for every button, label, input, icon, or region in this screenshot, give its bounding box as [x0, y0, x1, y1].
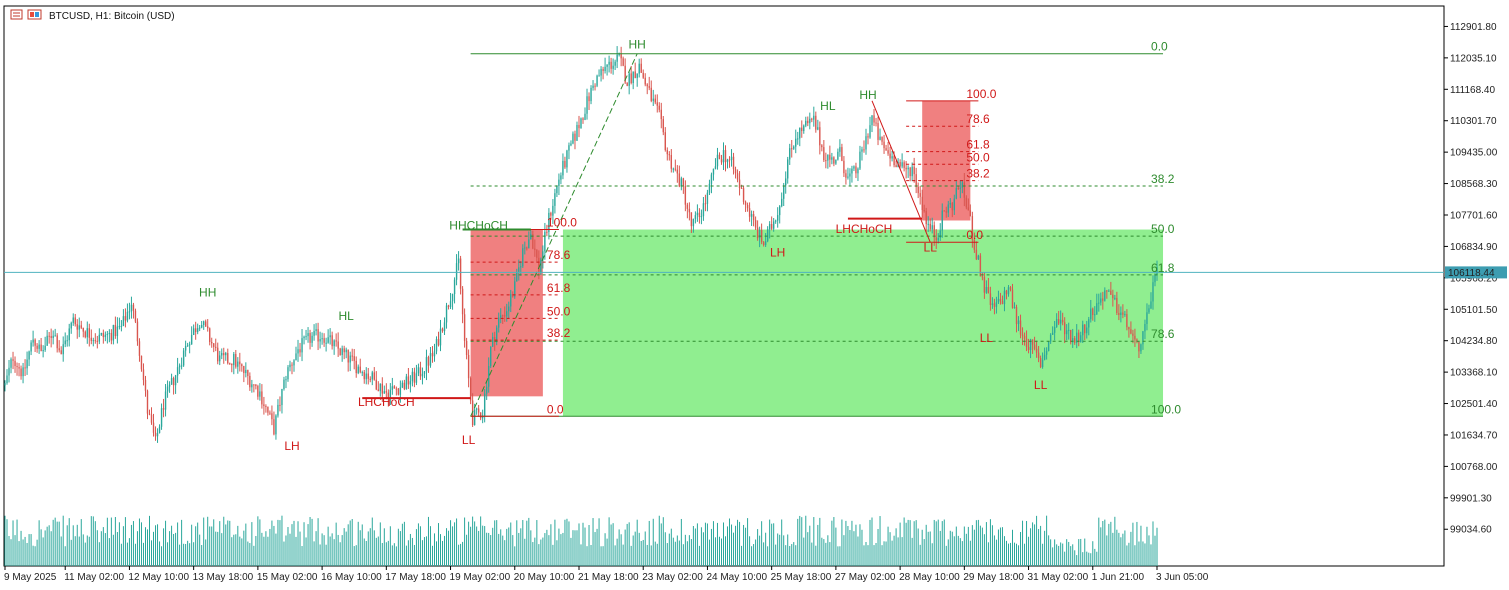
current-price-label: 106118.44	[1448, 268, 1495, 279]
fib-bull-zone	[562, 229, 1164, 417]
fib-bear-2-level-label: 0.0	[966, 228, 983, 242]
fib-zones	[470, 100, 1164, 417]
time-tick-label: 24 May 10:00	[706, 572, 767, 583]
price-tick-label: 103368.10	[1450, 368, 1498, 379]
fib-bear-1-level-label: 50.0	[547, 304, 571, 318]
structure-label: HL	[339, 309, 355, 323]
price-tick-label: 112901.80	[1450, 22, 1497, 33]
structure-label: LL	[462, 433, 476, 447]
price-tick-label: 105968.20	[1450, 273, 1498, 284]
fib-bear-1-level-label: 38.2	[547, 326, 571, 340]
volume-histogram	[4, 515, 1158, 566]
structure-label: LH	[770, 246, 785, 260]
fib-bull-level-label: 38.2	[1151, 172, 1175, 186]
time-tick-label: 3 Jun 05:00	[1156, 572, 1209, 583]
symbol-icon[interactable]	[27, 9, 42, 20]
structure-label: LHCHoCH	[836, 222, 893, 236]
fib-bear-1-level-label: 100.0	[547, 216, 577, 230]
time-tick-label: 15 May 02:00	[257, 572, 318, 583]
chart-frame	[3, 5, 1445, 567]
structure-label: LH	[284, 439, 299, 453]
structure-label: HL	[820, 99, 836, 113]
structure-lines	[4, 53, 1444, 417]
fib-bear-2-level-label: 78.6	[966, 112, 990, 126]
structure-label: HH	[629, 37, 646, 51]
fib-bull-level-label: 50.0	[1151, 222, 1175, 236]
time-tick-label: 23 May 02:00	[642, 572, 703, 583]
time-tick-label: 17 May 18:00	[385, 572, 446, 583]
time-tick-label: 27 May 02:00	[835, 572, 896, 583]
time-tick-label: 1 Jun 21:00	[1092, 572, 1145, 583]
structure-label: LL	[924, 240, 938, 254]
time-tick-label: 31 May 02:00	[1028, 572, 1089, 583]
fib-bear-2-level-label: 38.2	[966, 167, 990, 181]
symbol-title: BTCUSD, H1: Bitcoin (USD)	[49, 11, 175, 22]
price-tick-label: 111168.40	[1450, 85, 1495, 96]
fib-bear-2-level-label: 50.0	[966, 150, 990, 164]
structure-label: HHCHoCH	[449, 219, 508, 233]
time-axis[interactable]: 9 May 2025 11 May 02:00 12 May 10:00 13 May…	[4, 566, 1209, 583]
time-tick-label: 29 May 18:00	[963, 572, 1024, 583]
time-tick-label: 21 May 18:00	[578, 572, 639, 583]
fib-bear-1-level-label: 78.6	[547, 248, 571, 262]
price-tick-label: 100768.00	[1450, 462, 1498, 473]
time-tick-label: 12 May 10:00	[128, 572, 189, 583]
time-tick-label: 28 May 10:00	[899, 572, 960, 583]
price-tick-label: 99901.30	[1450, 493, 1492, 504]
candlestick-series[interactable]	[4, 46, 1158, 443]
time-tick-label: 20 May 10:00	[514, 572, 575, 583]
price-tick-label: 107701.60	[1450, 210, 1498, 221]
fib-bull-level-label: 78.6	[1151, 327, 1175, 341]
price-tick-label: 109435.00	[1450, 148, 1498, 159]
price-tick-label: 112035.10	[1450, 53, 1497, 64]
time-tick-label: 11 May 02:00	[64, 572, 124, 583]
structure-label: HH	[859, 88, 876, 102]
time-tick-label: 19 May 02:00	[450, 572, 511, 583]
time-tick-label: 25 May 18:00	[771, 572, 832, 583]
price-axis[interactable]: 112901.80 112035.10 111168.40 110301.70 1094…	[1444, 22, 1507, 536]
fib-bull-level-label: 0.0	[1151, 40, 1168, 54]
price-tick-label: 110301.70	[1450, 116, 1497, 127]
structure-label: LL	[1034, 378, 1048, 392]
fib-bear-2-level-label: 100.0	[966, 87, 996, 101]
fib-bull-level-label: 61.8	[1151, 261, 1175, 275]
fib-bull-level-label: 100.0	[1151, 402, 1181, 416]
structure-label: LL	[980, 331, 994, 345]
swing-line-up	[470, 53, 638, 417]
price-tick-label: 102501.40	[1450, 399, 1498, 410]
swing-line-down	[871, 100, 931, 243]
price-tick-label: 105101.50	[1450, 305, 1498, 316]
price-tick-label: 108568.30	[1450, 179, 1498, 190]
time-tick-label: 9 May 2025	[4, 572, 57, 583]
price-tick-label: 106834.90	[1450, 242, 1498, 253]
fib-bear-1-level-label: 0.0	[547, 402, 564, 416]
time-tick-label: 13 May 18:00	[193, 572, 254, 583]
structure-labels: 0.038.250.061.878.6100.0100.078.661.850.…	[199, 37, 1181, 453]
window-icon[interactable]	[10, 9, 23, 20]
time-tick-label: 16 May 10:00	[321, 572, 382, 583]
price-tick-label: 104234.80	[1450, 336, 1498, 347]
plot-border	[3, 5, 1445, 567]
price-tick-label: 101634.70	[1450, 430, 1498, 441]
fib-bear-1-level-label: 61.8	[547, 281, 571, 295]
chart-header: BTCUSD, H1: Bitcoin (USD)	[10, 9, 175, 22]
structure-label: HH	[199, 286, 216, 300]
fib-bear-2-level-label: 61.8	[966, 138, 990, 152]
fib-bear-zone-2	[922, 100, 971, 221]
current-price-tag[interactable]	[1445, 266, 1507, 279]
price-tick-label: 99034.60	[1450, 525, 1492, 536]
structure-label: LHCHoCH	[358, 395, 415, 409]
